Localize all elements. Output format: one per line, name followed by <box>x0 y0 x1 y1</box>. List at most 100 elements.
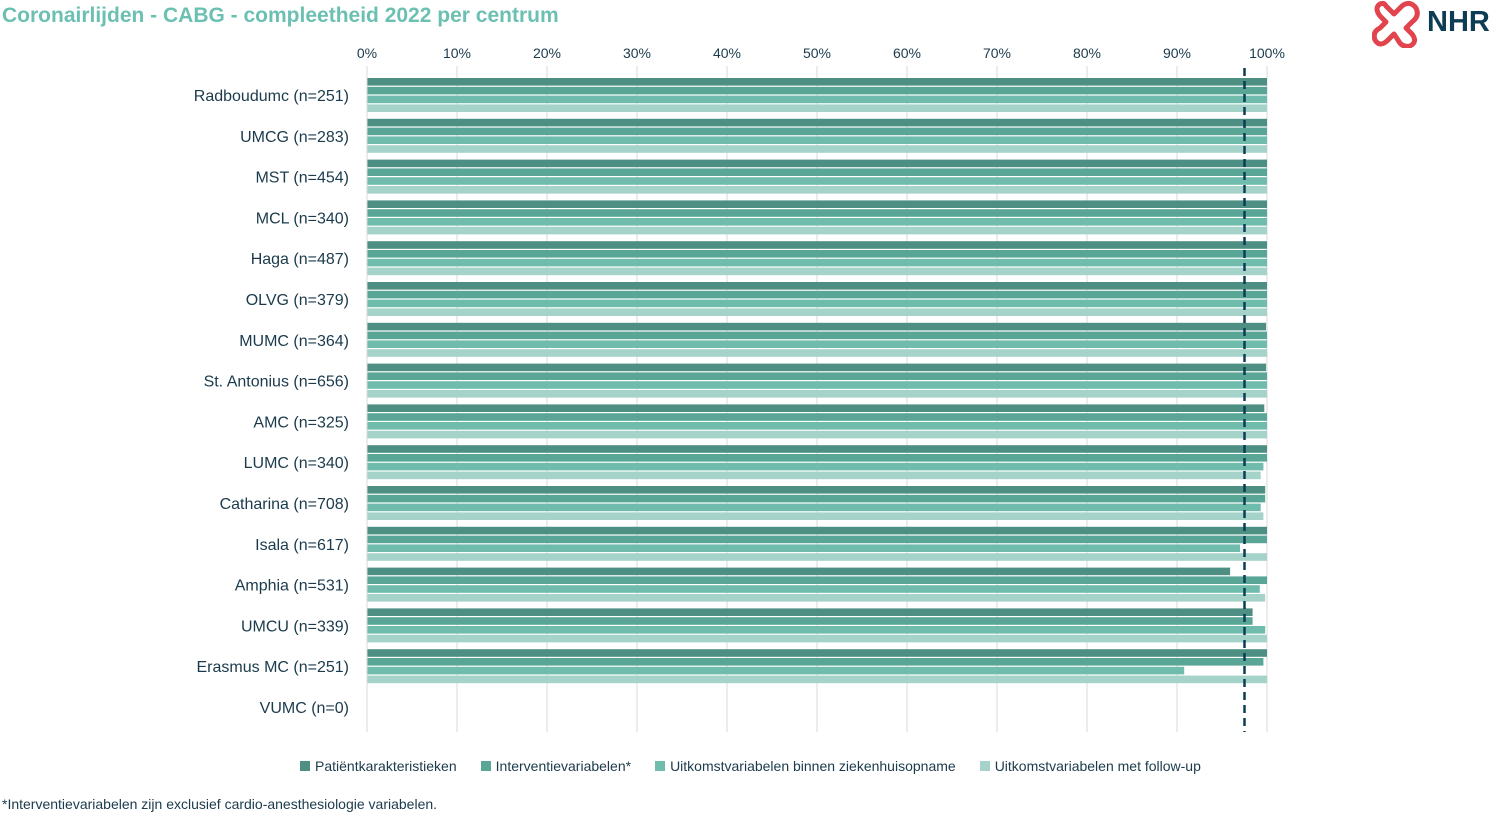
category-label: OLVG (n=379) <box>246 292 349 309</box>
bar <box>367 340 1267 348</box>
bar <box>367 322 1267 331</box>
bar <box>367 585 1260 593</box>
bar <box>367 177 1267 185</box>
x-tick-label: 40% <box>713 45 741 61</box>
bar <box>367 282 1267 290</box>
bar <box>367 267 1267 276</box>
category-label: Radboudumc (n=251) <box>194 88 349 105</box>
category-label: St. Antonius (n=656) <box>204 374 349 391</box>
bar <box>367 290 1267 299</box>
bar <box>367 535 1267 544</box>
bar <box>367 331 1267 340</box>
bar <box>367 349 1267 357</box>
bar <box>367 241 1267 249</box>
bar <box>367 553 1267 561</box>
legend-label: Uitkomstvariabelen met follow-up <box>994 758 1201 774</box>
x-tick-label: 90% <box>1163 45 1191 61</box>
category-label: MST (n=454) <box>255 170 349 187</box>
bar <box>367 299 1267 308</box>
bar <box>367 471 1261 480</box>
nhr-logo: NHR <box>1371 0 1499 49</box>
x-tick-label: 70% <box>983 45 1011 61</box>
bar <box>367 608 1253 616</box>
bar <box>367 413 1267 421</box>
bar <box>367 381 1267 389</box>
bar <box>367 78 1267 86</box>
bar <box>367 218 1267 226</box>
x-tick-label: 30% <box>623 45 651 61</box>
category-label: VUMC (n=0) <box>260 700 349 717</box>
category-label: Isala (n=617) <box>255 537 349 554</box>
bar <box>367 86 1267 95</box>
logo-text: NHR <box>1427 6 1490 38</box>
bar <box>367 526 1267 535</box>
bar <box>367 512 1264 520</box>
legend-label: Uitkomstvariabelen binnen ziekenhuisopna… <box>670 758 956 774</box>
x-tick-label: 10% <box>443 45 471 61</box>
bar <box>367 136 1267 144</box>
category-label: Erasmus MC (n=251) <box>197 659 350 676</box>
category-label: Catharina (n=708) <box>220 496 349 513</box>
bar <box>367 445 1267 453</box>
x-tick-label: 100% <box>1249 45 1285 61</box>
bar <box>367 372 1267 380</box>
bar <box>367 209 1267 217</box>
bar <box>367 118 1267 127</box>
bar <box>367 567 1231 576</box>
category-label: LUMC (n=340) <box>244 455 349 472</box>
legend-item: Patiëntkarakteristieken <box>300 758 457 774</box>
x-tick-label: 60% <box>893 45 921 61</box>
bar <box>367 626 1266 634</box>
bar <box>367 159 1267 168</box>
bar <box>367 200 1267 208</box>
bar <box>367 186 1267 194</box>
x-tick-label: 80% <box>1073 45 1101 61</box>
bar <box>367 363 1267 372</box>
category-label: AMC (n=325) <box>253 414 349 431</box>
bar <box>367 250 1267 258</box>
bar <box>367 675 1267 684</box>
category-label: MCL (n=340) <box>256 210 349 227</box>
bar <box>367 308 1267 316</box>
bar <box>367 666 1185 675</box>
bar <box>367 454 1267 462</box>
legend-swatch <box>979 761 990 771</box>
bar <box>367 494 1266 503</box>
bar <box>367 594 1266 602</box>
footnote: *Interventievariabelen zijn exclusief ca… <box>2 796 438 812</box>
x-tick-label: 0% <box>357 45 377 61</box>
bar <box>367 634 1267 643</box>
legend-swatch <box>480 761 491 771</box>
legend-item: Uitkomstvariabelen binnen ziekenhuisopna… <box>655 758 956 774</box>
bar <box>367 145 1267 153</box>
bar <box>367 168 1267 176</box>
bar <box>367 430 1267 439</box>
heart-cross-icon <box>1371 0 1420 49</box>
bar <box>367 404 1265 412</box>
bar <box>367 95 1267 104</box>
bar <box>367 104 1267 112</box>
category-label: UMCG (n=283) <box>240 129 349 146</box>
x-tick-label: 20% <box>533 45 561 61</box>
category-label: Amphia (n=531) <box>235 578 349 595</box>
bar <box>367 617 1253 625</box>
x-tick-label: 50% <box>803 45 831 61</box>
bar <box>367 658 1264 666</box>
bar <box>367 503 1261 512</box>
bar <box>367 127 1267 136</box>
legend-label: Interventievariabelen* <box>495 758 632 774</box>
bar <box>367 226 1267 235</box>
bar <box>367 462 1264 471</box>
bar <box>367 390 1267 398</box>
legend-item: Uitkomstvariabelen met follow-up <box>979 758 1201 774</box>
bar <box>367 649 1267 657</box>
legend-label: Patiëntkarakteristieken <box>315 758 457 774</box>
category-label: MUMC (n=364) <box>239 333 349 350</box>
bar <box>367 576 1267 584</box>
bar <box>367 258 1267 267</box>
legend-swatch <box>300 761 310 771</box>
legend-swatch <box>655 761 666 771</box>
category-label: UMCU (n=339) <box>241 618 349 635</box>
bar-chart: 0% 10% 20% 30% 40% 50% 60% 70% 80% 90% 100% Radboud… <box>194 45 1285 732</box>
bar <box>367 422 1267 430</box>
